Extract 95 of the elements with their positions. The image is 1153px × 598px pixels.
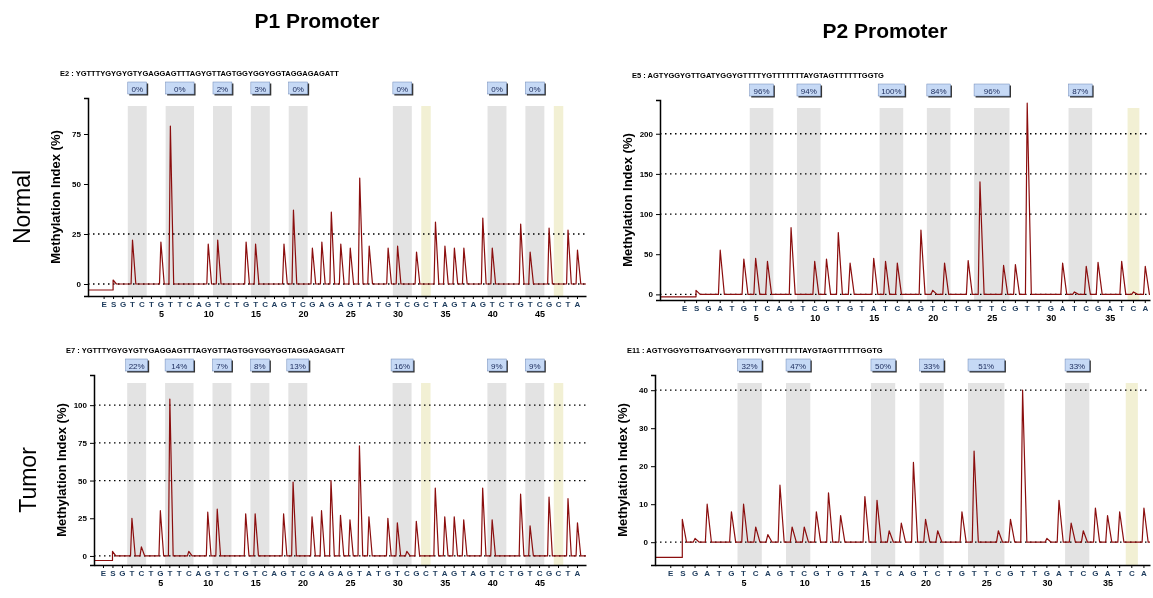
band-label: 9% bbox=[529, 362, 541, 371]
y-tick-label: 75 bbox=[78, 438, 88, 448]
y-axis-title: Methylation Index (%) bbox=[620, 133, 635, 267]
band-label: 7% bbox=[216, 362, 228, 371]
x-tick-label: 35 bbox=[1105, 313, 1116, 324]
line-series bbox=[93, 398, 587, 562]
band-label: 0% bbox=[491, 85, 503, 94]
y-tick-label: 30 bbox=[639, 424, 649, 434]
x-tick-label: 30 bbox=[1042, 578, 1053, 589]
x-tick-label: 10 bbox=[799, 578, 810, 589]
band-label: 32% bbox=[741, 362, 758, 371]
band-label: 0% bbox=[292, 85, 304, 94]
band-label: 3% bbox=[254, 85, 267, 94]
x-tick-label: 15 bbox=[251, 309, 262, 320]
band-label: 33% bbox=[1069, 362, 1086, 371]
band-label: 0% bbox=[174, 85, 186, 94]
text: E S G T C T G T T C A G T C T G T C A G T C G A G A G T A T G T C G C T A G T A G T C T G T C G C T A bbox=[101, 300, 581, 309]
x-tick-label: 5 bbox=[158, 578, 164, 589]
y-tick-label: 20 bbox=[639, 462, 649, 472]
x-tick-label: 15 bbox=[869, 313, 880, 324]
band-label: 0% bbox=[529, 85, 541, 94]
band-label: 9% bbox=[491, 362, 503, 371]
y-tick-label: 40 bbox=[639, 386, 649, 396]
y-tick-label: 0 bbox=[643, 538, 649, 548]
band-label: 96% bbox=[983, 87, 1000, 96]
line-series bbox=[654, 389, 1151, 558]
y-tick-label: 100 bbox=[73, 401, 88, 411]
x-tick-label: 20 bbox=[298, 578, 309, 589]
y-tick-label: 0 bbox=[648, 290, 654, 300]
band-label: 51% bbox=[978, 362, 995, 371]
line-series bbox=[659, 102, 1151, 298]
y-tick-label: 50 bbox=[78, 476, 88, 486]
text: E S G A T G T C A G T C G T G T A T C A G T C T G T T C G T T G A T C G A T C A bbox=[668, 569, 1148, 578]
x-tick-label: 15 bbox=[860, 578, 871, 589]
x-tick-label: 35 bbox=[440, 578, 451, 589]
band-label: 14% bbox=[171, 362, 188, 371]
x-tick-label: 45 bbox=[535, 578, 546, 589]
y-tick-label: 50 bbox=[644, 250, 654, 260]
y-tick-label: 25 bbox=[72, 230, 82, 240]
x-tick-label: 25 bbox=[987, 313, 998, 324]
x-tick-label: 35 bbox=[1103, 578, 1114, 589]
x-tick-label: 40 bbox=[487, 309, 498, 320]
x-tick-label: 40 bbox=[487, 578, 498, 589]
band-label: 16% bbox=[394, 362, 411, 371]
y-tick-label: 25 bbox=[78, 514, 88, 524]
band-label: 22% bbox=[128, 362, 145, 371]
x-tick-label: 10 bbox=[203, 309, 214, 320]
band-label: 100% bbox=[881, 87, 902, 96]
x-tick-label: 10 bbox=[810, 313, 821, 324]
y-tick-label: 0 bbox=[76, 280, 82, 290]
y-axis-title: Methylation Index (%) bbox=[48, 130, 63, 264]
x-tick-label: 20 bbox=[928, 313, 939, 324]
x-tick-label: 20 bbox=[921, 578, 932, 589]
y-tick-label: 0 bbox=[82, 552, 88, 562]
text: Normal bbox=[9, 169, 35, 245]
band-label: 0% bbox=[131, 85, 144, 94]
x-tick-label: 25 bbox=[345, 578, 356, 589]
y-tick-label: 75 bbox=[72, 130, 82, 140]
y-tick-label: 50 bbox=[72, 180, 82, 190]
y-axis-title: Methylation Index (%) bbox=[54, 403, 69, 537]
x-tick-label: 25 bbox=[981, 578, 992, 589]
band-label: 84% bbox=[930, 87, 947, 96]
x-tick-label: 45 bbox=[535, 309, 546, 320]
chart-title: P1 Promoter bbox=[254, 9, 380, 32]
x-tick-label: 5 bbox=[158, 309, 164, 320]
band-label: 96% bbox=[753, 87, 770, 96]
y-tick-label: 100 bbox=[639, 210, 654, 220]
band-label: 8% bbox=[254, 362, 266, 371]
x-tick-label: 30 bbox=[1046, 313, 1057, 324]
band-label: 50% bbox=[875, 362, 892, 371]
x-tick-label: 5 bbox=[741, 578, 747, 589]
y-tick-label: 150 bbox=[639, 169, 654, 179]
x-tick-label: 10 bbox=[203, 578, 214, 589]
x-tick-label: 5 bbox=[753, 313, 759, 324]
band-label: 13% bbox=[289, 362, 306, 371]
x-tick-label: 30 bbox=[392, 578, 403, 589]
line-series bbox=[87, 125, 587, 291]
x-tick-label: 35 bbox=[440, 309, 451, 320]
text: E S G T C T G T T C A G T C T G T C A G T C G A G A G T A T G T C G C T A G T A G T C T G T C G C T A bbox=[100, 569, 581, 578]
band-label: 0% bbox=[396, 85, 409, 94]
band-label: 94% bbox=[800, 87, 817, 96]
x-tick-label: 15 bbox=[250, 578, 261, 589]
text: Tumor bbox=[15, 446, 41, 513]
band-label: 33% bbox=[923, 362, 940, 371]
y-tick-label: 10 bbox=[639, 500, 649, 510]
text: E S G A T G T C A G T C G T G T A T C A G T C T G T T C G T T G A T C G A T C A bbox=[682, 304, 1149, 313]
y-axis-title: Methylation Index (%) bbox=[615, 403, 630, 537]
x-tick-label: 25 bbox=[345, 309, 356, 320]
band-label: 87% bbox=[1072, 87, 1089, 96]
y-tick-label: 200 bbox=[639, 129, 654, 139]
x-tick-label: 30 bbox=[393, 309, 404, 320]
band-label: 47% bbox=[790, 362, 807, 371]
x-tick-label: 20 bbox=[298, 309, 309, 320]
band-label: 2% bbox=[216, 85, 229, 94]
chart-title: P2 Promoter bbox=[822, 19, 948, 42]
